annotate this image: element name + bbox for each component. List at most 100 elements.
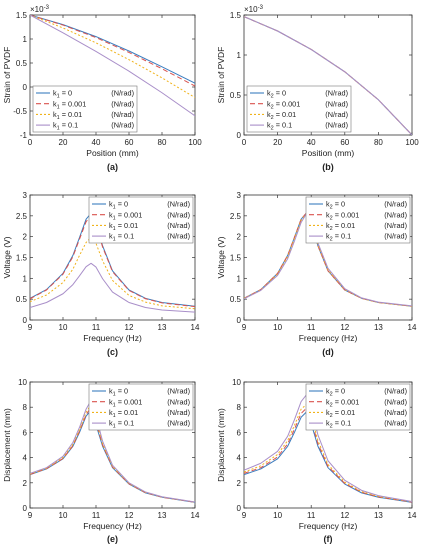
- legend-label-0: k1 = 0: [109, 200, 128, 211]
- y-tick-label: 0: [237, 131, 242, 140]
- legend-label-0: k2 = 0: [326, 200, 345, 211]
- axis-exponent: ×10-3: [244, 5, 264, 14]
- y-tick-label: 0: [23, 83, 28, 92]
- series-line-2: [30, 237, 195, 310]
- y-tick-label: 8: [237, 403, 242, 412]
- legend-unit-1: (N/rad): [111, 99, 134, 108]
- legend-label-1: k2 = 0.001: [267, 99, 300, 110]
- panel-caption: (d): [322, 347, 334, 357]
- legend-label-2: k1 = 0.01: [109, 221, 138, 232]
- legend-box: [88, 383, 194, 431]
- panel-d: 9 10 11 12 13 14 0 0.5 1 1.5 2 2.5 3 Frequency (Hz) Vo…: [216, 191, 417, 357]
- y-tick-label: 2: [23, 479, 28, 488]
- legend-label-0: k2 = 0: [267, 89, 286, 100]
- panel-caption: (e): [107, 534, 118, 544]
- legend-unit-2: (N/rad): [384, 221, 407, 230]
- legend-unit-0: (N/rad): [325, 89, 348, 98]
- x-tick-label: 9: [242, 323, 247, 332]
- legend-label-2: k2 = 0.01: [267, 110, 296, 121]
- legend-unit-0: (N/rad): [167, 387, 190, 396]
- legend-unit-3: (N/rad): [111, 121, 134, 130]
- y-tick-label: 3: [23, 191, 28, 200]
- y-tick-label: 2: [237, 233, 242, 242]
- y-tick-label: 0: [237, 504, 242, 513]
- x-tick-label: 12: [125, 511, 134, 520]
- series-line-1: [30, 15, 195, 87]
- legend-box: [88, 196, 194, 244]
- legend-unit-0: (N/rad): [384, 387, 407, 396]
- legend-label-3: k1 = 0.1: [53, 121, 78, 132]
- y-tick-label: 1: [237, 274, 242, 283]
- legend-unit-1: (N/rad): [325, 99, 348, 108]
- y-tick-label: 1.5: [16, 11, 28, 20]
- y-tick-label: 10: [232, 378, 241, 387]
- x-tick-label: 10: [59, 511, 68, 520]
- legend-label-3: k2 = 0.1: [267, 121, 292, 132]
- y-tick-label: 2: [237, 479, 242, 488]
- x-tick-label: 60: [340, 138, 349, 147]
- y-axis-label: Voltage (V): [2, 236, 12, 278]
- legend-unit-2: (N/rad): [167, 221, 190, 230]
- x-tick-label: 10: [273, 511, 282, 520]
- legend-unit-0: (N/rad): [167, 200, 190, 209]
- legend-box: [305, 383, 411, 431]
- x-tick-label: 12: [125, 323, 134, 332]
- y-tick-label: 0.5: [230, 91, 242, 100]
- legend-unit-3: (N/rad): [384, 419, 407, 428]
- legend-box: [246, 85, 352, 133]
- y-tick-label: 2.5: [16, 212, 28, 221]
- legend-unit-1: (N/rad): [384, 397, 407, 406]
- x-tick-label: 0: [28, 138, 33, 147]
- series-line-3: [30, 262, 195, 313]
- legend-unit-0: (N/rad): [384, 200, 407, 209]
- x-axis-label: Frequency (Hz): [83, 333, 142, 343]
- y-tick-label: 1.5: [230, 11, 242, 20]
- legend-box: [32, 85, 138, 133]
- legend-unit-1: (N/rad): [384, 210, 407, 219]
- y-tick-label: 6: [237, 428, 242, 437]
- legend: k1 = 0 (N/rad) k1 = 0.001 (N/rad) k1 = 0.01 (…: [32, 85, 138, 133]
- panel-caption: (a): [107, 162, 118, 172]
- legend-label-0: k2 = 0: [326, 387, 345, 398]
- y-tick-label: 4: [23, 454, 28, 463]
- legend-label-1: k1 = 0.001: [109, 397, 142, 408]
- x-axis-label: Frequency (Hz): [299, 333, 358, 343]
- x-tick-label: 11: [92, 511, 101, 520]
- series-group: [244, 16, 412, 135]
- x-tick-label: 11: [307, 323, 316, 332]
- y-tick-label: 1: [237, 51, 242, 60]
- x-tick-label: 60: [125, 138, 134, 147]
- panel-f: 9 10 11 12 13 14 0 2 4 6 8 10 Frequency (Hz) Displace…: [216, 378, 417, 544]
- x-tick-label: 9: [28, 511, 33, 520]
- axis-exponent: ×10-3: [30, 5, 50, 14]
- series-group: [30, 15, 195, 117]
- legend-unit-2: (N/rad): [325, 110, 348, 119]
- y-tick-label: 6: [23, 428, 28, 437]
- legend-unit-3: (N/rad): [167, 232, 190, 241]
- y-tick-label: 2.5: [230, 212, 242, 221]
- x-tick-label: 9: [242, 511, 247, 520]
- y-tick-label: -0.5: [13, 107, 27, 116]
- x-axis-label: Position (mm): [302, 148, 355, 158]
- legend-label-2: k2 = 0.01: [326, 408, 355, 419]
- x-tick-label: 10: [59, 323, 68, 332]
- y-tick-label: 0: [237, 316, 242, 325]
- y-axis-label: Strain of PVDF: [216, 47, 226, 104]
- y-tick-label: 0.5: [16, 295, 28, 304]
- series-line-2: [244, 404, 412, 503]
- y-axis-label: Strain of PVDF: [2, 47, 12, 104]
- x-tick-label: 13: [374, 511, 383, 520]
- x-tick-label: 100: [405, 138, 419, 147]
- x-tick-label: 14: [408, 511, 417, 520]
- series-line-1: [30, 215, 195, 308]
- y-tick-label: 4: [237, 454, 242, 463]
- panel-caption: (b): [322, 162, 334, 172]
- x-tick-label: 14: [191, 323, 200, 332]
- x-axis-label: Frequency (Hz): [83, 521, 142, 531]
- y-tick-label: 1: [23, 35, 28, 44]
- panel-b: 0 20 40 60 80 100 0 0.5 1 1.5×10-3 Position (mm) St…: [216, 5, 419, 172]
- x-tick-label: 11: [92, 323, 101, 332]
- x-tick-label: 10: [273, 323, 282, 332]
- series-line-3: [244, 16, 412, 135]
